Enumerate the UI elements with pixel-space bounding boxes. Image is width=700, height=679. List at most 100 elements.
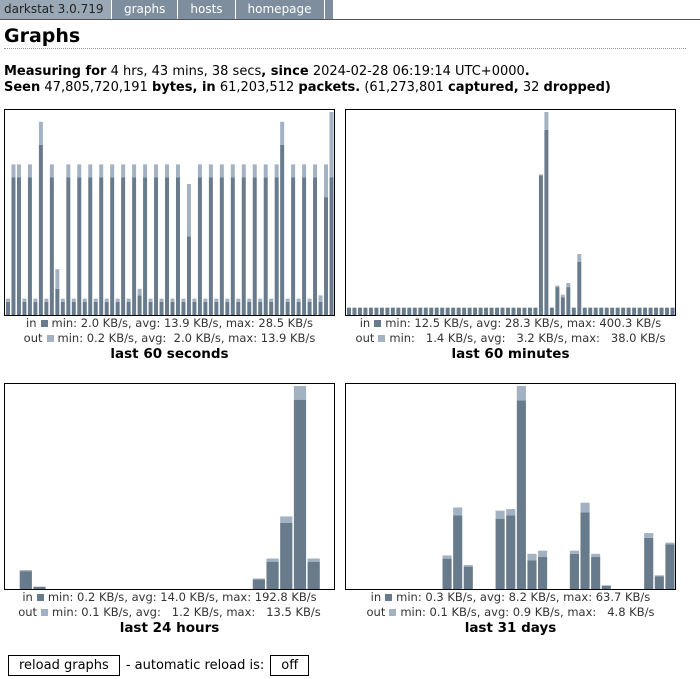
graph: in min: 12.5 KB/s, avg: 28.3 KB/s, max: 4… xyxy=(345,109,676,362)
in-bar xyxy=(347,307,351,315)
in-bar xyxy=(665,544,675,589)
in-bar xyxy=(555,287,560,315)
out-bar xyxy=(197,164,202,178)
out-bar xyxy=(527,307,532,308)
out-bar xyxy=(66,164,71,178)
in-bar xyxy=(538,175,543,315)
nav-item[interactable]: darkstat 3.0.719 xyxy=(0,0,112,19)
in-bar xyxy=(463,566,473,589)
in-bar xyxy=(495,518,505,589)
in-bar xyxy=(527,560,537,589)
out-bar xyxy=(418,307,423,308)
out-bar xyxy=(77,164,82,178)
nav-item[interactable]: graphs xyxy=(112,0,179,19)
out-bar xyxy=(357,307,362,308)
in-label: in xyxy=(359,316,371,330)
out-bar xyxy=(170,298,175,302)
legend-line: out min: 1.4 KB/s, avg: 3.2 KB/s, max: 38… xyxy=(345,331,676,346)
in-bar xyxy=(390,307,395,315)
out-bar xyxy=(214,298,219,302)
in-bar xyxy=(500,307,505,315)
in-bar xyxy=(214,301,219,315)
nav-item[interactable]: hosts xyxy=(178,0,236,19)
out-bar xyxy=(252,164,257,178)
in-bar xyxy=(33,301,38,315)
out-bar xyxy=(516,307,521,308)
out-bar xyxy=(219,164,224,178)
in-bar xyxy=(110,177,115,315)
out-bar xyxy=(143,164,148,178)
in-bar xyxy=(307,561,320,589)
out-bar xyxy=(522,307,527,308)
in-bar xyxy=(324,197,329,315)
legend-line: in min: 2.0 KB/s, avg: 13.9 KB/s, max: 28… xyxy=(4,316,335,331)
in-bar xyxy=(104,301,109,315)
out-bar xyxy=(132,164,137,178)
out-bar xyxy=(610,307,615,308)
out-bar xyxy=(159,298,164,302)
reload-text: - automatic reload is: xyxy=(125,658,265,673)
out-bar xyxy=(236,298,241,302)
out-bar xyxy=(527,553,537,561)
out-swatch xyxy=(389,609,397,616)
out-bar xyxy=(126,298,131,302)
in-bar xyxy=(269,301,274,315)
in-bar xyxy=(429,307,434,315)
in-bar xyxy=(363,307,368,315)
out-bar xyxy=(181,298,186,302)
in-bar xyxy=(538,557,548,589)
in-bar xyxy=(580,512,590,589)
in-bar xyxy=(318,301,323,315)
in-bar xyxy=(302,177,307,315)
out-bar xyxy=(148,298,153,302)
in-bar xyxy=(654,307,659,315)
in-bar xyxy=(236,301,241,315)
out-bar xyxy=(252,578,265,580)
in-bar xyxy=(516,307,521,315)
out-bar xyxy=(385,307,390,308)
in-bar xyxy=(423,307,428,315)
out-bar xyxy=(665,542,675,545)
in-bar xyxy=(126,301,131,315)
in-label: in xyxy=(26,316,37,330)
out-bar xyxy=(71,298,76,302)
in-bar xyxy=(549,307,554,315)
graph-title: last 60 seconds xyxy=(110,346,229,362)
legend-line: out min: 0.2 KB/s, avg: 2.0 KB/s, max: 13… xyxy=(4,331,335,346)
out-bar xyxy=(329,112,334,178)
graph: in min: 2.0 KB/s, avg: 13.9 KB/s, max: 28… xyxy=(4,109,335,362)
in-bar xyxy=(280,522,293,589)
out-bar xyxy=(654,575,664,577)
nav-bar: darkstat 3.0.719 graphs hosts homepage xyxy=(0,0,333,20)
nav-item[interactable]: homepage xyxy=(236,0,325,19)
summary-segment: packets. xyxy=(298,80,361,95)
in-bar xyxy=(132,177,137,315)
in-label: in xyxy=(370,590,382,604)
out-bar xyxy=(291,164,296,178)
out-bar xyxy=(296,298,301,302)
in-bar xyxy=(263,177,268,315)
out-bar xyxy=(659,307,664,308)
out-bar xyxy=(241,164,246,178)
out-bar xyxy=(412,307,417,308)
out-bar xyxy=(560,294,565,298)
in-bar xyxy=(11,177,16,315)
out-bar xyxy=(463,565,473,567)
out-bar xyxy=(44,298,49,302)
reload-button[interactable]: reload graphs xyxy=(8,655,120,676)
in-bar xyxy=(462,307,467,315)
legend-line: in min: 0.2 KB/s, avg: 14.0 KB/s, max: 19… xyxy=(4,590,335,605)
in-bar xyxy=(489,307,494,315)
out-bar xyxy=(230,164,235,178)
in-bar xyxy=(560,297,565,315)
in-bar xyxy=(247,301,252,315)
in-bar xyxy=(533,307,538,315)
in-bar xyxy=(22,301,27,315)
out-bar xyxy=(19,570,32,572)
out-bar xyxy=(434,307,439,308)
reload-toggle[interactable]: off xyxy=(270,655,310,676)
in-bar xyxy=(159,301,164,315)
out-label: out xyxy=(366,605,386,619)
in-bar xyxy=(252,177,257,315)
out-bar xyxy=(407,307,412,308)
